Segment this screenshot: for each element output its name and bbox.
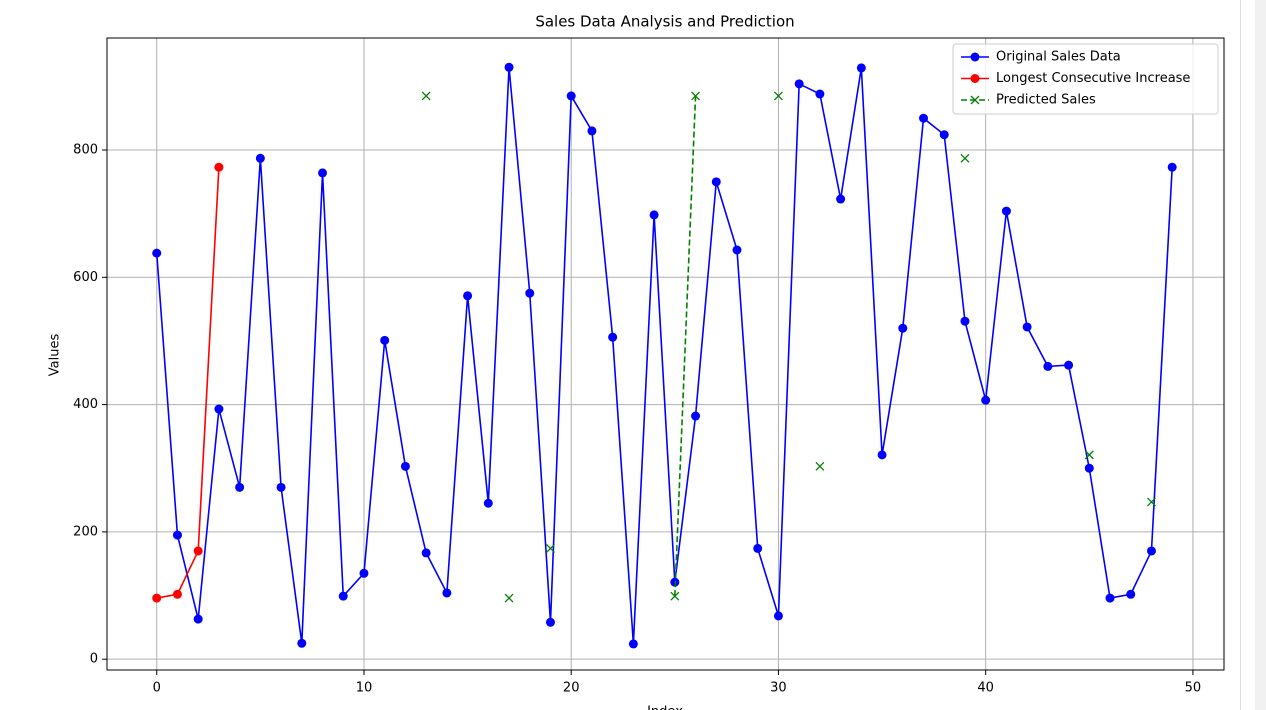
- data-point: [255, 153, 265, 163]
- legend-marker: [970, 74, 980, 83]
- data-point: [711, 177, 721, 187]
- x-tick-label: 40: [977, 681, 994, 696]
- series-line: [156, 167, 220, 599]
- data-point: [193, 546, 203, 556]
- data-point: [1147, 497, 1156, 507]
- x-axis-label: Index: [647, 705, 683, 710]
- divider: [1240, 0, 1241, 710]
- data-point: [525, 288, 535, 298]
- data-point: [214, 404, 224, 414]
- data-point: [856, 63, 866, 73]
- data-point: [152, 593, 162, 603]
- series-line: [155, 67, 1173, 644]
- data-point: [442, 588, 452, 598]
- data-point: [773, 91, 783, 101]
- data-point: [338, 591, 348, 601]
- data-point: [608, 332, 618, 342]
- data-point: [1084, 450, 1094, 460]
- data-point: [691, 91, 701, 101]
- data-point: [504, 62, 514, 72]
- legend-box: [952, 43, 1219, 115]
- data-point: [815, 461, 825, 471]
- data-point: [1001, 206, 1011, 216]
- x-tick-label: 30: [770, 681, 787, 696]
- data-point: [172, 530, 182, 540]
- x-tick-label: 10: [356, 681, 373, 696]
- data-point: [504, 593, 514, 603]
- data-point: [297, 638, 307, 648]
- data-point: [670, 591, 680, 601]
- y-tick-label: 0: [90, 652, 98, 667]
- data-point: [773, 611, 783, 621]
- data-point: [815, 89, 825, 99]
- data-point: [628, 639, 638, 649]
- data-point: [794, 79, 804, 89]
- legend-marker: [970, 95, 980, 105]
- data-point: [1022, 322, 1032, 332]
- x-tick-label: 20: [563, 681, 580, 696]
- data-point: [960, 153, 970, 163]
- data-point: [235, 482, 245, 492]
- data-point: [214, 162, 224, 172]
- data-point: [836, 194, 846, 204]
- legend-label: Longest Consecutive Increase: [996, 71, 1190, 86]
- data-point: [421, 91, 431, 101]
- data-point: [981, 395, 991, 405]
- series-line: [675, 96, 1152, 596]
- data-point: [960, 316, 970, 326]
- data-point: [1064, 360, 1074, 370]
- data-point: [463, 291, 473, 301]
- data-point: [193, 614, 203, 624]
- data-point: [545, 617, 555, 627]
- y-axis-label: Values: [48, 334, 63, 377]
- data-point: [939, 130, 949, 140]
- data-point: [318, 168, 328, 178]
- y-tick-label: 800: [73, 143, 98, 158]
- data-point: [691, 411, 701, 421]
- y-tick-label: 600: [73, 270, 98, 285]
- data-point: [649, 210, 659, 220]
- data-point: [898, 323, 908, 333]
- data-point: [359, 568, 369, 578]
- data-point: [732, 245, 742, 255]
- data-point: [483, 498, 493, 508]
- data-point: [670, 577, 680, 587]
- data-point: [152, 248, 162, 258]
- data-point: [546, 543, 555, 553]
- data-point: [1105, 593, 1115, 603]
- data-point: [276, 482, 286, 492]
- chart-title: Sales Data Analysis and Prediction: [535, 13, 794, 31]
- y-tick-label: 400: [73, 397, 98, 412]
- scrollbar[interactable]: [1255, 0, 1266, 710]
- data-point: [877, 450, 887, 460]
- data-point: [380, 335, 390, 345]
- data-point: [919, 113, 929, 123]
- plot-frame: [106, 37, 1225, 671]
- y-tick-label: 200: [73, 524, 98, 539]
- data-point: [1126, 589, 1136, 599]
- data-point: [566, 91, 576, 101]
- legend-label: Original Sales Data: [996, 50, 1121, 65]
- data-point: [1146, 546, 1156, 556]
- legend-marker: [970, 52, 980, 62]
- data-point: [1084, 463, 1094, 473]
- x-tick-label: 50: [1185, 681, 1202, 696]
- data-point: [753, 543, 763, 553]
- data-point: [587, 126, 597, 136]
- data-point: [1167, 162, 1177, 172]
- legend-label: Predicted Sales: [996, 93, 1096, 108]
- x-tick-label: 0: [153, 681, 161, 696]
- data-point: [421, 548, 431, 558]
- data-point: [172, 589, 182, 599]
- data-point: [1043, 361, 1053, 371]
- data-point: [400, 461, 410, 471]
